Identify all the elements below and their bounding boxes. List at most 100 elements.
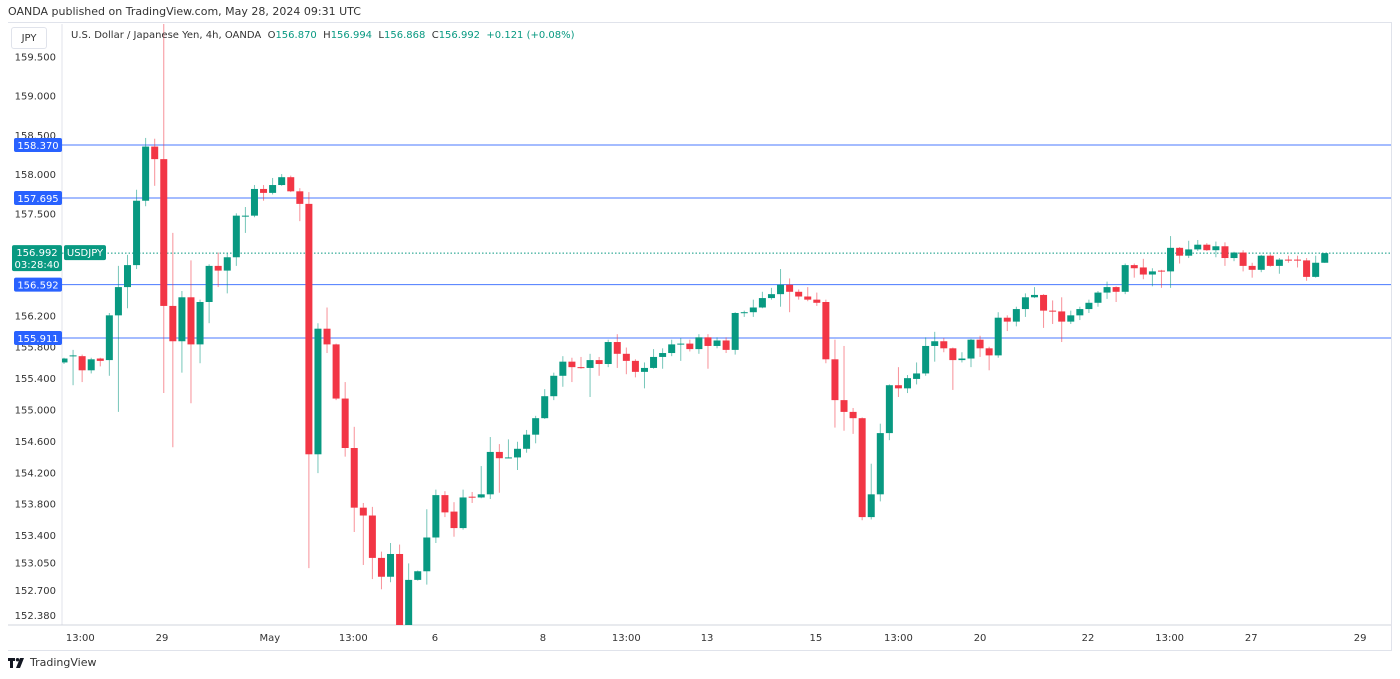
candle-body	[568, 361, 576, 368]
bearish-candle	[1221, 242, 1229, 266]
candle-body	[831, 359, 839, 401]
candle-body	[1257, 255, 1265, 270]
candle-body	[377, 557, 385, 577]
tradingview-logo[interactable]: TradingView	[8, 656, 96, 669]
bullish-candle	[650, 349, 658, 369]
candle-body	[1230, 252, 1238, 259]
bearish-candle	[78, 354, 86, 383]
candle-body	[940, 341, 948, 349]
bullish-candle	[387, 542, 395, 583]
bullish-candle	[604, 339, 612, 368]
candle-body	[523, 434, 531, 449]
bullish-candle	[459, 489, 467, 530]
candle-body	[187, 297, 195, 345]
candle-body	[1239, 252, 1247, 266]
bullish-candle	[62, 357, 68, 365]
candle-body	[459, 497, 467, 529]
candle-body	[1194, 244, 1202, 250]
candle-body	[1212, 246, 1220, 251]
candle-body	[278, 177, 286, 186]
bullish-candle	[523, 429, 531, 453]
bullish-candle	[668, 339, 676, 357]
candle-body	[441, 495, 449, 513]
chart-frame	[8, 22, 1392, 651]
candle-body	[468, 496, 476, 498]
price-tick-label: 159.000	[15, 92, 56, 103]
candle-body	[87, 359, 95, 371]
candle-body	[813, 299, 821, 303]
bullish-candle	[777, 269, 785, 307]
bullish-candle	[904, 375, 912, 394]
price-axis: 159.500 159.000 158.500 158.000 157.500 156.2…	[15, 24, 63, 625]
currency-badge[interactable]: JPY	[11, 27, 47, 49]
bullish-candle	[740, 310, 748, 317]
bearish-candle	[160, 24, 168, 394]
candle-body	[123, 265, 131, 288]
bullish-candle	[1121, 263, 1129, 295]
bullish-candle	[695, 334, 703, 354]
candle-body	[885, 385, 893, 434]
bearish-candle	[1294, 255, 1302, 268]
candle-body	[804, 296, 812, 300]
time-tick-label: 15	[810, 633, 823, 644]
candle-body	[767, 294, 775, 299]
bullish-candle	[178, 291, 186, 373]
candle-body	[913, 373, 921, 379]
candle-body	[405, 579, 413, 625]
bearish-candle	[840, 345, 848, 431]
level-price-tag	[14, 138, 62, 152]
bearish-candle	[1003, 315, 1011, 332]
bullish-candle	[69, 349, 77, 386]
candle-body	[686, 343, 694, 350]
bullish-candle	[559, 356, 567, 387]
candle-body	[532, 418, 540, 435]
open-label: O	[267, 30, 276, 41]
close-value: 156.992	[438, 30, 481, 41]
symbol-legend: U.S. Dollar / Japanese Yen, 4h, OANDA O1…	[71, 30, 575, 41]
bullish-candle	[1085, 299, 1093, 313]
candle-body	[1284, 259, 1292, 261]
bullish-candle	[414, 570, 422, 581]
low-value: 156.868	[383, 30, 426, 41]
candle-body	[604, 342, 612, 365]
bullish-candle	[432, 489, 440, 543]
bearish-candle	[1049, 300, 1057, 324]
candle-body	[695, 337, 703, 350]
candle-body	[1030, 294, 1038, 298]
bearish-candle	[214, 252, 222, 288]
bearish-candle	[169, 232, 177, 448]
candle-body	[332, 344, 340, 399]
bullish-candle	[931, 331, 939, 362]
bullish-candle	[105, 312, 113, 376]
candle-body	[704, 337, 712, 346]
bearish-candle	[1203, 243, 1211, 251]
bearish-candle	[260, 185, 268, 201]
time-axis: 13:00 29 May 13:00 6 8 13:00 13 15 13:00 20 22 13:00…	[8, 624, 1391, 644]
bearish-candle	[804, 287, 812, 302]
candle-body	[613, 342, 621, 354]
candle-body	[1312, 262, 1320, 277]
bullish-candle	[1103, 281, 1111, 299]
bullish-candle	[640, 362, 648, 389]
candle-body	[269, 185, 277, 193]
candle-body	[1003, 317, 1011, 322]
candle-body	[994, 317, 1002, 356]
bullish-candle	[87, 357, 95, 374]
bullish-candle	[504, 439, 512, 459]
bullish-candle	[269, 177, 277, 195]
price-tick-label: 154.600	[15, 437, 56, 448]
candle-body	[105, 315, 113, 361]
candle-body	[350, 448, 358, 508]
candle-body	[1203, 244, 1211, 251]
bullish-candle	[885, 384, 893, 441]
candle-body	[1321, 253, 1329, 263]
bearish-candle	[849, 407, 857, 434]
bullish-candle	[550, 372, 558, 401]
candle-body	[758, 298, 766, 308]
candle-body	[677, 343, 685, 345]
time-tick-label: 20	[974, 633, 987, 644]
candle-body	[876, 433, 884, 495]
bearish-candle	[1157, 269, 1165, 288]
time-tick-label: 13:00	[66, 633, 95, 644]
